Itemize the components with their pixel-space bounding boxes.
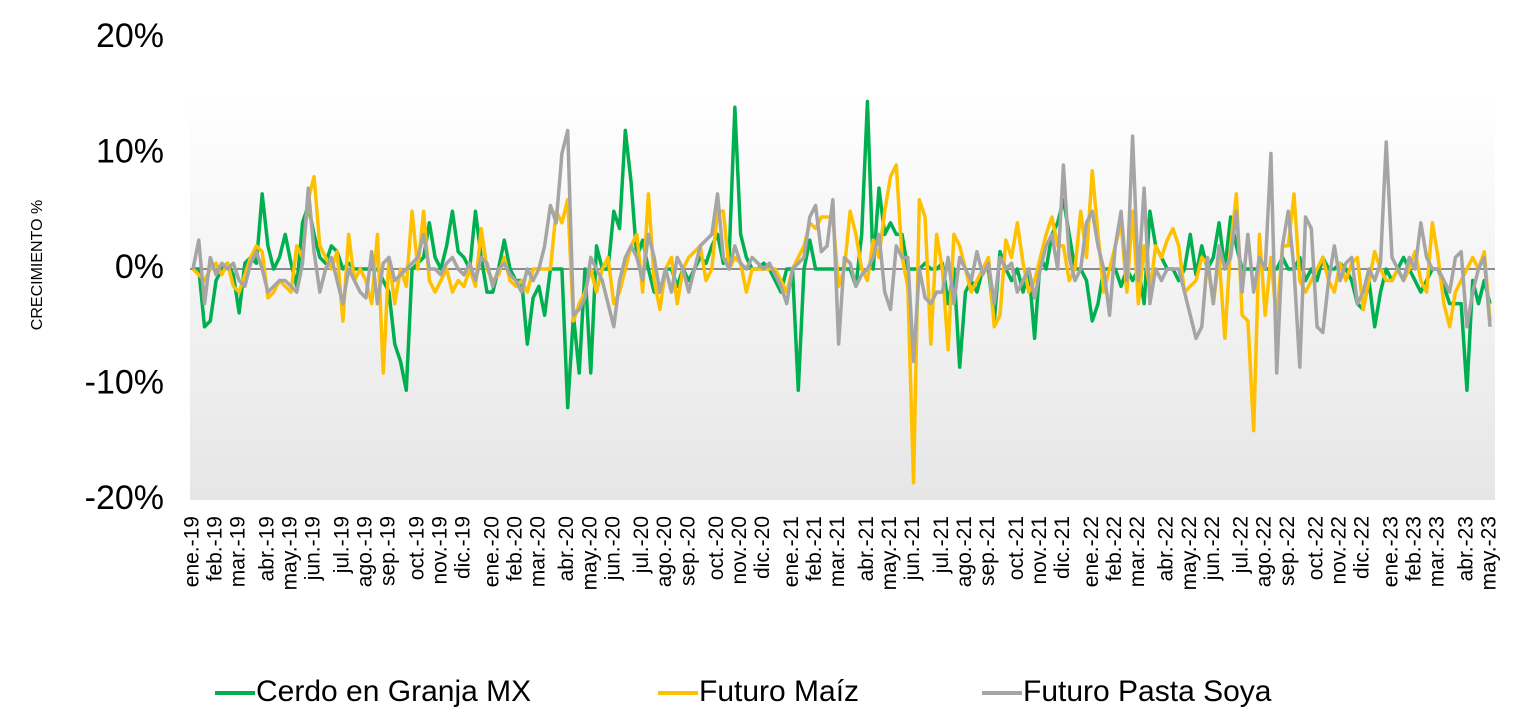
x-tick-label: nov.-22 — [1328, 516, 1351, 585]
x-tick-label: jun.-19 — [302, 516, 325, 581]
x-tick-label: may.-22 — [1178, 516, 1201, 590]
x-tick-label: jul.-19 — [330, 516, 353, 574]
x-tick-label: sep.-22 — [1276, 516, 1299, 586]
x-tick-label: may.-23 — [1478, 516, 1501, 590]
x-tick-label: nov.-19 — [428, 516, 451, 585]
legend-label: Cerdo en Granja MX — [256, 675, 531, 708]
y-tick-label: 20% — [96, 17, 164, 55]
x-tick-label: may.-21 — [878, 516, 901, 590]
x-tick-label: ago.-21 — [953, 516, 976, 587]
x-tick-label: abr.-20 — [555, 516, 578, 581]
x-tick-label: may.-20 — [578, 516, 601, 590]
x-tick-label: dic.-19 — [451, 516, 474, 579]
x-tick-label: mar.-20 — [526, 516, 549, 587]
x-tick-label: jun.-20 — [601, 516, 624, 581]
x-tick-label: may.-19 — [279, 516, 302, 590]
x-tick-label: sep.-19 — [377, 516, 400, 586]
x-tick-label: mar.-21 — [826, 516, 849, 587]
x-tick-label: ago.-20 — [653, 516, 676, 587]
y-tick-label: -10% — [85, 363, 164, 401]
y-tick-label: -20% — [85, 479, 164, 517]
x-tick-label: abr.-23 — [1454, 516, 1477, 581]
x-tick-label: oct.-21 — [1005, 516, 1028, 580]
x-tick-label: abr.-19 — [255, 516, 278, 581]
x-tick-label: feb.-19 — [204, 516, 227, 581]
x-tick-label: mar.-19 — [227, 516, 250, 587]
x-tick-label: jul.-20 — [630, 516, 653, 574]
x-tick-label: feb.-20 — [503, 516, 526, 581]
x-tick-label: sep.-20 — [676, 516, 699, 586]
x-tick-label: abr.-21 — [855, 516, 878, 581]
x-tick-label: ene.-22 — [1080, 516, 1103, 587]
x-tick-label: jun.-21 — [901, 516, 924, 581]
x-tick-label: nov.-20 — [728, 516, 751, 585]
x-tick-label: oct.-19 — [405, 516, 428, 580]
x-tick-label: dic.-20 — [751, 516, 774, 579]
x-tick-label: ago.-19 — [353, 516, 376, 587]
x-tick-label: nov.-21 — [1028, 516, 1051, 585]
x-tick-label: dic.-22 — [1351, 516, 1374, 579]
x-tick-label: feb.-23 — [1403, 516, 1426, 581]
y-tick-label: 0% — [115, 248, 164, 286]
x-tick-label: jul.-22 — [1230, 516, 1253, 574]
x-tick-label: ago.-22 — [1253, 516, 1276, 587]
x-tick-label: ene.-19 — [181, 516, 204, 587]
x-tick-label: abr.-22 — [1155, 516, 1178, 581]
x-tick-label: jul.-21 — [930, 516, 953, 574]
series-line — [191, 128, 1492, 375]
legend-label: Futuro Pasta Soya — [1023, 675, 1272, 708]
y-tick-label: 10% — [96, 132, 164, 170]
x-tick-label: ene.-23 — [1380, 516, 1403, 587]
x-tick-label: mar.-22 — [1126, 516, 1149, 587]
x-tick-label: ene.-21 — [780, 516, 803, 587]
y-axis-title: CRECIMIENTO % — [29, 200, 46, 330]
x-tick-label: mar.-23 — [1426, 516, 1449, 587]
legend-label: Futuro Maíz — [699, 675, 859, 708]
x-tick-label: oct.-20 — [705, 516, 728, 580]
x-tick-label: dic.-21 — [1051, 516, 1074, 579]
x-tick-label: feb.-21 — [803, 516, 826, 581]
x-tick-label: ene.-20 — [480, 516, 503, 587]
x-tick-label: feb.-22 — [1103, 516, 1126, 581]
x-tick-label: oct.-22 — [1305, 516, 1328, 580]
x-tick-label: jun.-22 — [1201, 516, 1224, 581]
x-tick-label: sep.-21 — [976, 516, 999, 586]
